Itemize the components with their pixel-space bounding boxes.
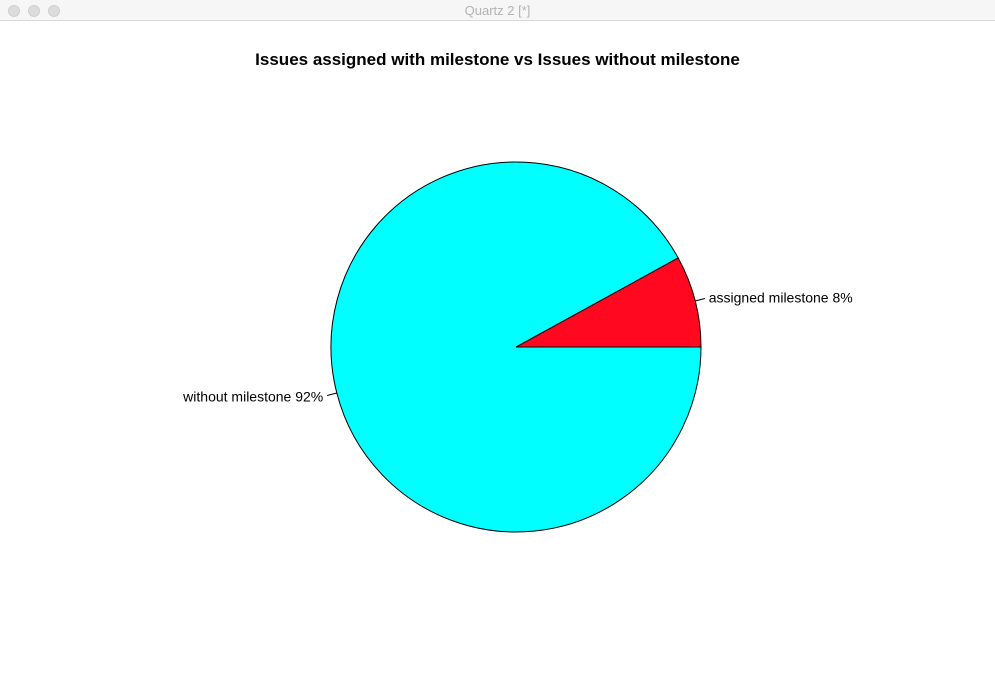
plot-area: Issues assigned with milestone vs Issues…: [0, 22, 995, 692]
pie-label-0: assigned milestone 8%: [709, 290, 853, 306]
pie-leader-line-1: [327, 392, 337, 396]
pie-slice-0: [515, 257, 702, 348]
pie-leader-line-0: [695, 298, 705, 302]
window-title: Quartz 2 [*]: [464, 3, 531, 18]
pie-chart: assigned milestone 8% without milestone 9…: [182, 161, 853, 533]
zoom-window-button[interactable]: [48, 5, 60, 17]
pie-label-1: without milestone 92%: [182, 388, 323, 404]
close-window-button[interactable]: [8, 5, 20, 17]
window-titlebar: Quartz 2 [*]: [0, 0, 995, 21]
minimize-window-button[interactable]: [28, 5, 40, 17]
chart-title: Issues assigned with milestone vs Issues…: [255, 50, 740, 69]
pie-slice-1: [330, 161, 702, 533]
